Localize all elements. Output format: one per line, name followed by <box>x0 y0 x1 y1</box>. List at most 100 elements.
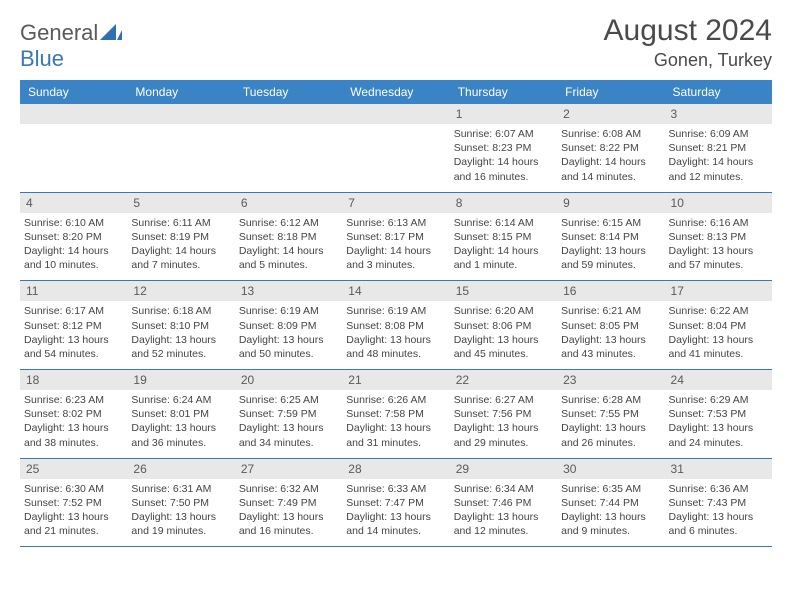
day-details: Sunrise: 6:17 AMSunset: 8:12 PMDaylight:… <box>20 301 127 369</box>
day-details: Sunrise: 6:33 AMSunset: 7:47 PMDaylight:… <box>342 479 449 547</box>
sunset-text: Sunset: 8:08 PM <box>346 319 445 333</box>
calendar-cell: 3Sunrise: 6:09 AMSunset: 8:21 PMDaylight… <box>665 104 772 192</box>
day-details: Sunrise: 6:12 AMSunset: 8:18 PMDaylight:… <box>235 213 342 281</box>
daylight-text: Daylight: 13 hours and 48 minutes. <box>346 333 445 361</box>
day-number: 12 <box>127 281 234 301</box>
sunset-text: Sunset: 8:13 PM <box>669 230 768 244</box>
sunrise-text: Sunrise: 6:35 AM <box>561 482 660 496</box>
day-number: 3 <box>665 104 772 124</box>
daylight-text: Daylight: 13 hours and 21 minutes. <box>24 510 123 538</box>
daylight-text: Daylight: 13 hours and 29 minutes. <box>454 421 553 449</box>
day-details: Sunrise: 6:35 AMSunset: 7:44 PMDaylight:… <box>557 479 664 547</box>
calendar-table: SundayMondayTuesdayWednesdayThursdayFrid… <box>20 80 772 547</box>
sunset-text: Sunset: 8:12 PM <box>24 319 123 333</box>
calendar-cell: 4Sunrise: 6:10 AMSunset: 8:20 PMDaylight… <box>20 192 127 281</box>
daylight-text: Daylight: 14 hours and 5 minutes. <box>239 244 338 272</box>
day-details <box>127 124 234 186</box>
day-number: 27 <box>235 459 342 479</box>
daylight-text: Daylight: 13 hours and 45 minutes. <box>454 333 553 361</box>
sunset-text: Sunset: 8:18 PM <box>239 230 338 244</box>
day-details: Sunrise: 6:19 AMSunset: 8:09 PMDaylight:… <box>235 301 342 369</box>
day-number: 19 <box>127 370 234 390</box>
calendar-cell: 15Sunrise: 6:20 AMSunset: 8:06 PMDayligh… <box>450 281 557 370</box>
day-number: 16 <box>557 281 664 301</box>
day-details: Sunrise: 6:34 AMSunset: 7:46 PMDaylight:… <box>450 479 557 547</box>
day-number: 22 <box>450 370 557 390</box>
weekday-header: Thursday <box>450 80 557 104</box>
sunset-text: Sunset: 7:56 PM <box>454 407 553 421</box>
daylight-text: Daylight: 14 hours and 3 minutes. <box>346 244 445 272</box>
daylight-text: Daylight: 14 hours and 14 minutes. <box>561 155 660 183</box>
sunrise-text: Sunrise: 6:07 AM <box>454 127 553 141</box>
daylight-text: Daylight: 13 hours and 6 minutes. <box>669 510 768 538</box>
day-details: Sunrise: 6:30 AMSunset: 7:52 PMDaylight:… <box>20 479 127 547</box>
calendar-cell: 29Sunrise: 6:34 AMSunset: 7:46 PMDayligh… <box>450 458 557 547</box>
daylight-text: Daylight: 14 hours and 1 minute. <box>454 244 553 272</box>
month-title: August 2024 <box>604 14 772 48</box>
calendar-cell: 14Sunrise: 6:19 AMSunset: 8:08 PMDayligh… <box>342 281 449 370</box>
daylight-text: Daylight: 13 hours and 36 minutes. <box>131 421 230 449</box>
calendar-cell: 13Sunrise: 6:19 AMSunset: 8:09 PMDayligh… <box>235 281 342 370</box>
day-number: 14 <box>342 281 449 301</box>
calendar-cell: 22Sunrise: 6:27 AMSunset: 7:56 PMDayligh… <box>450 370 557 459</box>
calendar-cell: 1Sunrise: 6:07 AMSunset: 8:23 PMDaylight… <box>450 104 557 192</box>
day-details: Sunrise: 6:11 AMSunset: 8:19 PMDaylight:… <box>127 213 234 281</box>
day-details: Sunrise: 6:22 AMSunset: 8:04 PMDaylight:… <box>665 301 772 369</box>
daylight-text: Daylight: 13 hours and 26 minutes. <box>561 421 660 449</box>
day-details: Sunrise: 6:28 AMSunset: 7:55 PMDaylight:… <box>557 390 664 458</box>
sunset-text: Sunset: 8:23 PM <box>454 141 553 155</box>
sunrise-text: Sunrise: 6:22 AM <box>669 304 768 318</box>
sunset-text: Sunset: 8:19 PM <box>131 230 230 244</box>
sunrise-text: Sunrise: 6:12 AM <box>239 216 338 230</box>
daylight-text: Daylight: 13 hours and 50 minutes. <box>239 333 338 361</box>
sunset-text: Sunset: 7:55 PM <box>561 407 660 421</box>
day-details: Sunrise: 6:32 AMSunset: 7:49 PMDaylight:… <box>235 479 342 547</box>
daylight-text: Daylight: 13 hours and 24 minutes. <box>669 421 768 449</box>
calendar-cell: 6Sunrise: 6:12 AMSunset: 8:18 PMDaylight… <box>235 192 342 281</box>
sunrise-text: Sunrise: 6:36 AM <box>669 482 768 496</box>
sunrise-text: Sunrise: 6:16 AM <box>669 216 768 230</box>
calendar-cell <box>20 104 127 192</box>
day-number: 4 <box>20 193 127 213</box>
day-number: 17 <box>665 281 772 301</box>
daylight-text: Daylight: 13 hours and 52 minutes. <box>131 333 230 361</box>
sunset-text: Sunset: 7:43 PM <box>669 496 768 510</box>
calendar-cell: 10Sunrise: 6:16 AMSunset: 8:13 PMDayligh… <box>665 192 772 281</box>
sunrise-text: Sunrise: 6:15 AM <box>561 216 660 230</box>
day-details: Sunrise: 6:21 AMSunset: 8:05 PMDaylight:… <box>557 301 664 369</box>
sunrise-text: Sunrise: 6:30 AM <box>24 482 123 496</box>
sunrise-text: Sunrise: 6:34 AM <box>454 482 553 496</box>
sunrise-text: Sunrise: 6:13 AM <box>346 216 445 230</box>
daylight-text: Daylight: 13 hours and 41 minutes. <box>669 333 768 361</box>
title-block: August 2024 Gonen, Turkey <box>604 14 772 71</box>
daylight-text: Daylight: 13 hours and 9 minutes. <box>561 510 660 538</box>
sunrise-text: Sunrise: 6:08 AM <box>561 127 660 141</box>
day-details: Sunrise: 6:25 AMSunset: 7:59 PMDaylight:… <box>235 390 342 458</box>
calendar-week-row: 25Sunrise: 6:30 AMSunset: 7:52 PMDayligh… <box>20 458 772 547</box>
calendar-cell: 8Sunrise: 6:14 AMSunset: 8:15 PMDaylight… <box>450 192 557 281</box>
calendar-cell: 21Sunrise: 6:26 AMSunset: 7:58 PMDayligh… <box>342 370 449 459</box>
weekday-header: Monday <box>127 80 234 104</box>
calendar-cell: 19Sunrise: 6:24 AMSunset: 8:01 PMDayligh… <box>127 370 234 459</box>
calendar-body: 1Sunrise: 6:07 AMSunset: 8:23 PMDaylight… <box>20 104 772 547</box>
daylight-text: Daylight: 13 hours and 31 minutes. <box>346 421 445 449</box>
sunset-text: Sunset: 8:10 PM <box>131 319 230 333</box>
weekday-header-row: SundayMondayTuesdayWednesdayThursdayFrid… <box>20 80 772 104</box>
calendar-cell: 28Sunrise: 6:33 AMSunset: 7:47 PMDayligh… <box>342 458 449 547</box>
sunrise-text: Sunrise: 6:20 AM <box>454 304 553 318</box>
sunset-text: Sunset: 7:50 PM <box>131 496 230 510</box>
sunrise-text: Sunrise: 6:23 AM <box>24 393 123 407</box>
calendar-cell <box>342 104 449 192</box>
page-header: GeneralBlue August 2024 Gonen, Turkey <box>20 14 772 72</box>
calendar-cell: 20Sunrise: 6:25 AMSunset: 7:59 PMDayligh… <box>235 370 342 459</box>
day-details: Sunrise: 6:24 AMSunset: 8:01 PMDaylight:… <box>127 390 234 458</box>
day-number <box>20 104 127 124</box>
day-number: 10 <box>665 193 772 213</box>
sunrise-text: Sunrise: 6:14 AM <box>454 216 553 230</box>
daylight-text: Daylight: 13 hours and 43 minutes. <box>561 333 660 361</box>
day-number: 30 <box>557 459 664 479</box>
day-details: Sunrise: 6:18 AMSunset: 8:10 PMDaylight:… <box>127 301 234 369</box>
daylight-text: Daylight: 14 hours and 10 minutes. <box>24 244 123 272</box>
day-details: Sunrise: 6:19 AMSunset: 8:08 PMDaylight:… <box>342 301 449 369</box>
day-number: 8 <box>450 193 557 213</box>
